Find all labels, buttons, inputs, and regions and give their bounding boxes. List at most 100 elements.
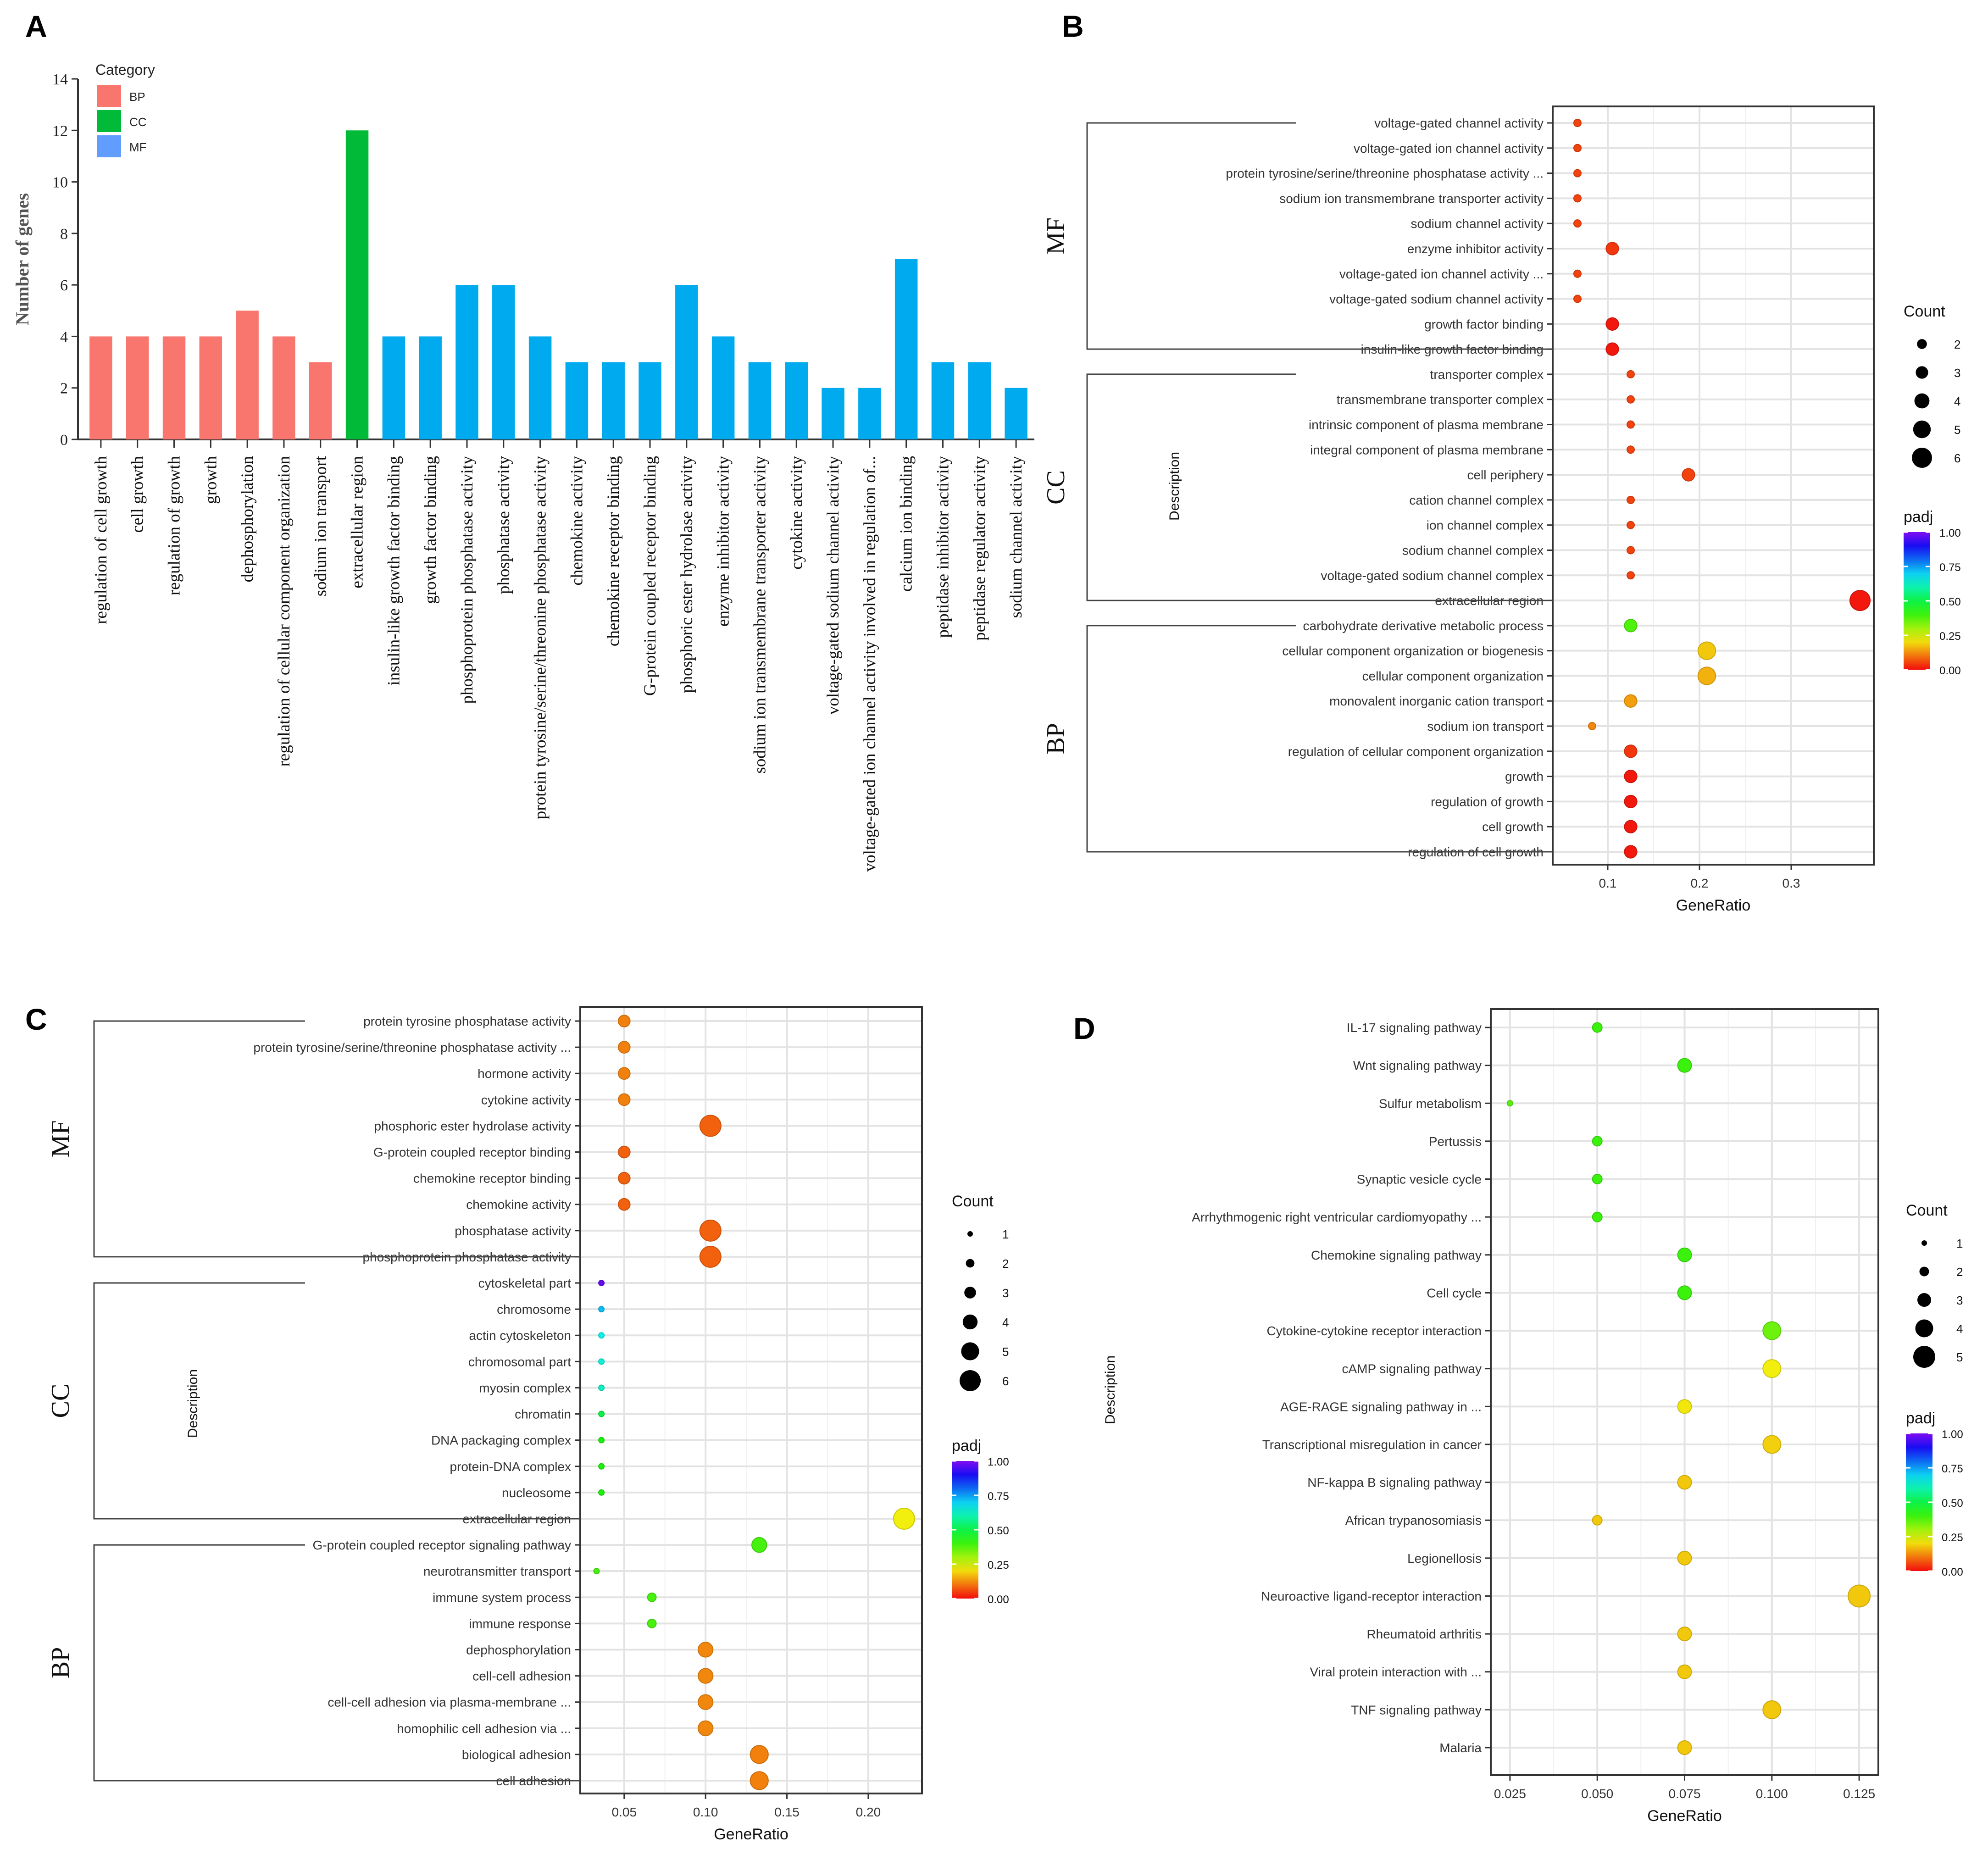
term-label: nucleosome [502, 1486, 571, 1500]
panel-d-dot-plot: IL-17 signaling pathway Wnt signaling pat… [1103, 1008, 1963, 1825]
term-label: voltage-gated channel activity [1374, 116, 1544, 130]
size-legend-label: 1 [1956, 1237, 1963, 1250]
colorbar-label: 1.00 [1939, 527, 1961, 539]
color-legend-title: padj [1906, 1410, 1935, 1427]
bar [565, 362, 589, 439]
group-bracket [93, 1282, 580, 1520]
term-label: AGE-RAGE signaling pathway in ... [1280, 1399, 1482, 1414]
term-point [1627, 571, 1635, 580]
x-tick-label: cell growth [128, 456, 147, 533]
size-legend-title: Count [1904, 303, 1945, 320]
colorbar-label: 0.75 [1939, 561, 1961, 574]
term-point [1592, 1136, 1603, 1147]
colorbar-label: 0.00 [988, 1594, 1009, 1606]
term-point [1762, 1700, 1782, 1719]
size-legend-dot [961, 1342, 979, 1360]
bar [162, 336, 186, 439]
term-label: transporter complex [1430, 367, 1544, 382]
group-bracket [1086, 625, 1553, 853]
colorbar-label: 0.00 [1939, 665, 1961, 677]
legend-swatch [97, 85, 121, 107]
term-label: protein tyrosine/serine/threonine phosph… [253, 1040, 571, 1055]
x-tick-label: 0.15 [774, 1805, 800, 1819]
x-tick-label: voltage-gated ion channel activity invol… [861, 456, 879, 872]
term-point [1677, 1399, 1692, 1414]
size-legend-title: Count [952, 1193, 994, 1210]
term-point [1677, 1627, 1692, 1642]
x-tick-label: 0.3 [1783, 876, 1800, 890]
group-bracket [93, 1020, 580, 1258]
size-legend-label: 6 [1002, 1374, 1009, 1388]
group-label: MF [1042, 217, 1070, 255]
x-tick-label: 0.025 [1494, 1787, 1526, 1801]
term-label: neurotransmitter transport [423, 1564, 571, 1578]
term-point [1573, 119, 1582, 127]
plot-background [580, 1007, 922, 1793]
bar [639, 362, 661, 439]
term-label: cation channel complex [1409, 493, 1544, 507]
x-axis-title: GeneRatio [714, 1826, 789, 1843]
term-label: voltage-gated ion channel activity [1354, 141, 1544, 155]
term-point [1573, 169, 1582, 178]
term-point [1605, 317, 1619, 331]
size-legend-label: 4 [1956, 1322, 1963, 1336]
y-tick-label: 2 [60, 380, 68, 397]
bar [528, 336, 552, 439]
term-label: Rheumatoid arthritis [1366, 1627, 1482, 1641]
size-legend-dot [1912, 448, 1932, 468]
term-point [1573, 294, 1582, 303]
size-legend-dot [966, 1259, 975, 1268]
term-point [1506, 1100, 1513, 1107]
term-point [1762, 1321, 1782, 1340]
group-bracket [93, 1544, 580, 1782]
group-label: MF [46, 1120, 75, 1157]
term-point [1592, 1022, 1603, 1033]
term-point [647, 1618, 657, 1628]
x-axis-title: GeneRatio [1676, 897, 1751, 914]
term-label: Arrhythmogenic right ventricular cardiom… [1192, 1210, 1482, 1224]
size-legend-label: 3 [1954, 366, 1960, 380]
term-point [697, 1720, 714, 1736]
term-label: integral component of plasma membrane [1310, 443, 1544, 457]
term-point [598, 1332, 605, 1339]
x-tick-label: 0.1 [1599, 876, 1617, 890]
term-point [1677, 1058, 1692, 1073]
group-label: CC [46, 1384, 75, 1418]
x-tick-label: peptidase regulator activity [970, 456, 989, 641]
y-axis-title: Number of genes [12, 193, 33, 325]
term-point [1624, 770, 1638, 783]
term-label: actin cytoskeleton [469, 1328, 571, 1343]
size-legend-dot [967, 1231, 973, 1237]
term-label: growth [1505, 770, 1544, 784]
legend-label: MF [129, 140, 147, 154]
term-point [617, 1093, 631, 1106]
term-point [1627, 395, 1635, 404]
term-label: G-protein coupled receptor signaling pat… [313, 1538, 571, 1552]
term-point [598, 1463, 605, 1470]
term-label: chromosome [497, 1302, 571, 1316]
bar [419, 336, 442, 439]
y-tick-label: 8 [60, 226, 68, 243]
y-axis-title: Description [1103, 1355, 1118, 1424]
term-label: chromosomal part [468, 1355, 571, 1369]
term-label: African trypanosomiasis [1345, 1513, 1482, 1527]
term-point [1677, 1550, 1692, 1566]
term-label: immune response [469, 1616, 571, 1631]
term-point [598, 1280, 605, 1287]
term-label: sodium ion transport [1427, 719, 1544, 733]
term-label: regulation of cellular component organiz… [1288, 744, 1544, 759]
size-legend-label: 4 [1954, 394, 1960, 408]
term-label: sodium channel activity [1411, 217, 1544, 231]
bar [492, 285, 515, 439]
term-label: transmembrane transporter complex [1337, 393, 1544, 407]
x-tick-label: regulation of growth [165, 456, 184, 596]
term-point [1624, 845, 1638, 859]
x-tick-label: 0.2 [1691, 876, 1709, 890]
colorbar-label: 1.00 [988, 1456, 1009, 1468]
y-tick-label: 6 [60, 277, 68, 294]
colorbar-label: 0.75 [988, 1490, 1009, 1503]
term-label: cellular component organization or bioge… [1282, 644, 1544, 658]
term-label: phosphoric ester hydrolase activity [374, 1119, 571, 1133]
y-tick-label: 10 [52, 174, 68, 191]
term-point [598, 1437, 605, 1444]
